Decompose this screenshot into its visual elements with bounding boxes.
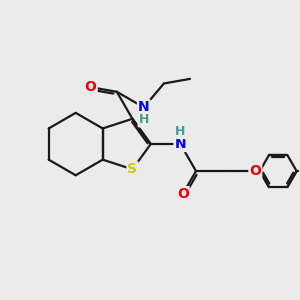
Text: O: O xyxy=(85,80,97,94)
Text: O: O xyxy=(249,164,261,178)
Text: H: H xyxy=(175,125,186,138)
Text: O: O xyxy=(177,187,189,201)
Text: N: N xyxy=(175,137,186,151)
Text: H: H xyxy=(139,113,149,126)
Text: N: N xyxy=(138,100,150,114)
Text: S: S xyxy=(128,162,137,176)
